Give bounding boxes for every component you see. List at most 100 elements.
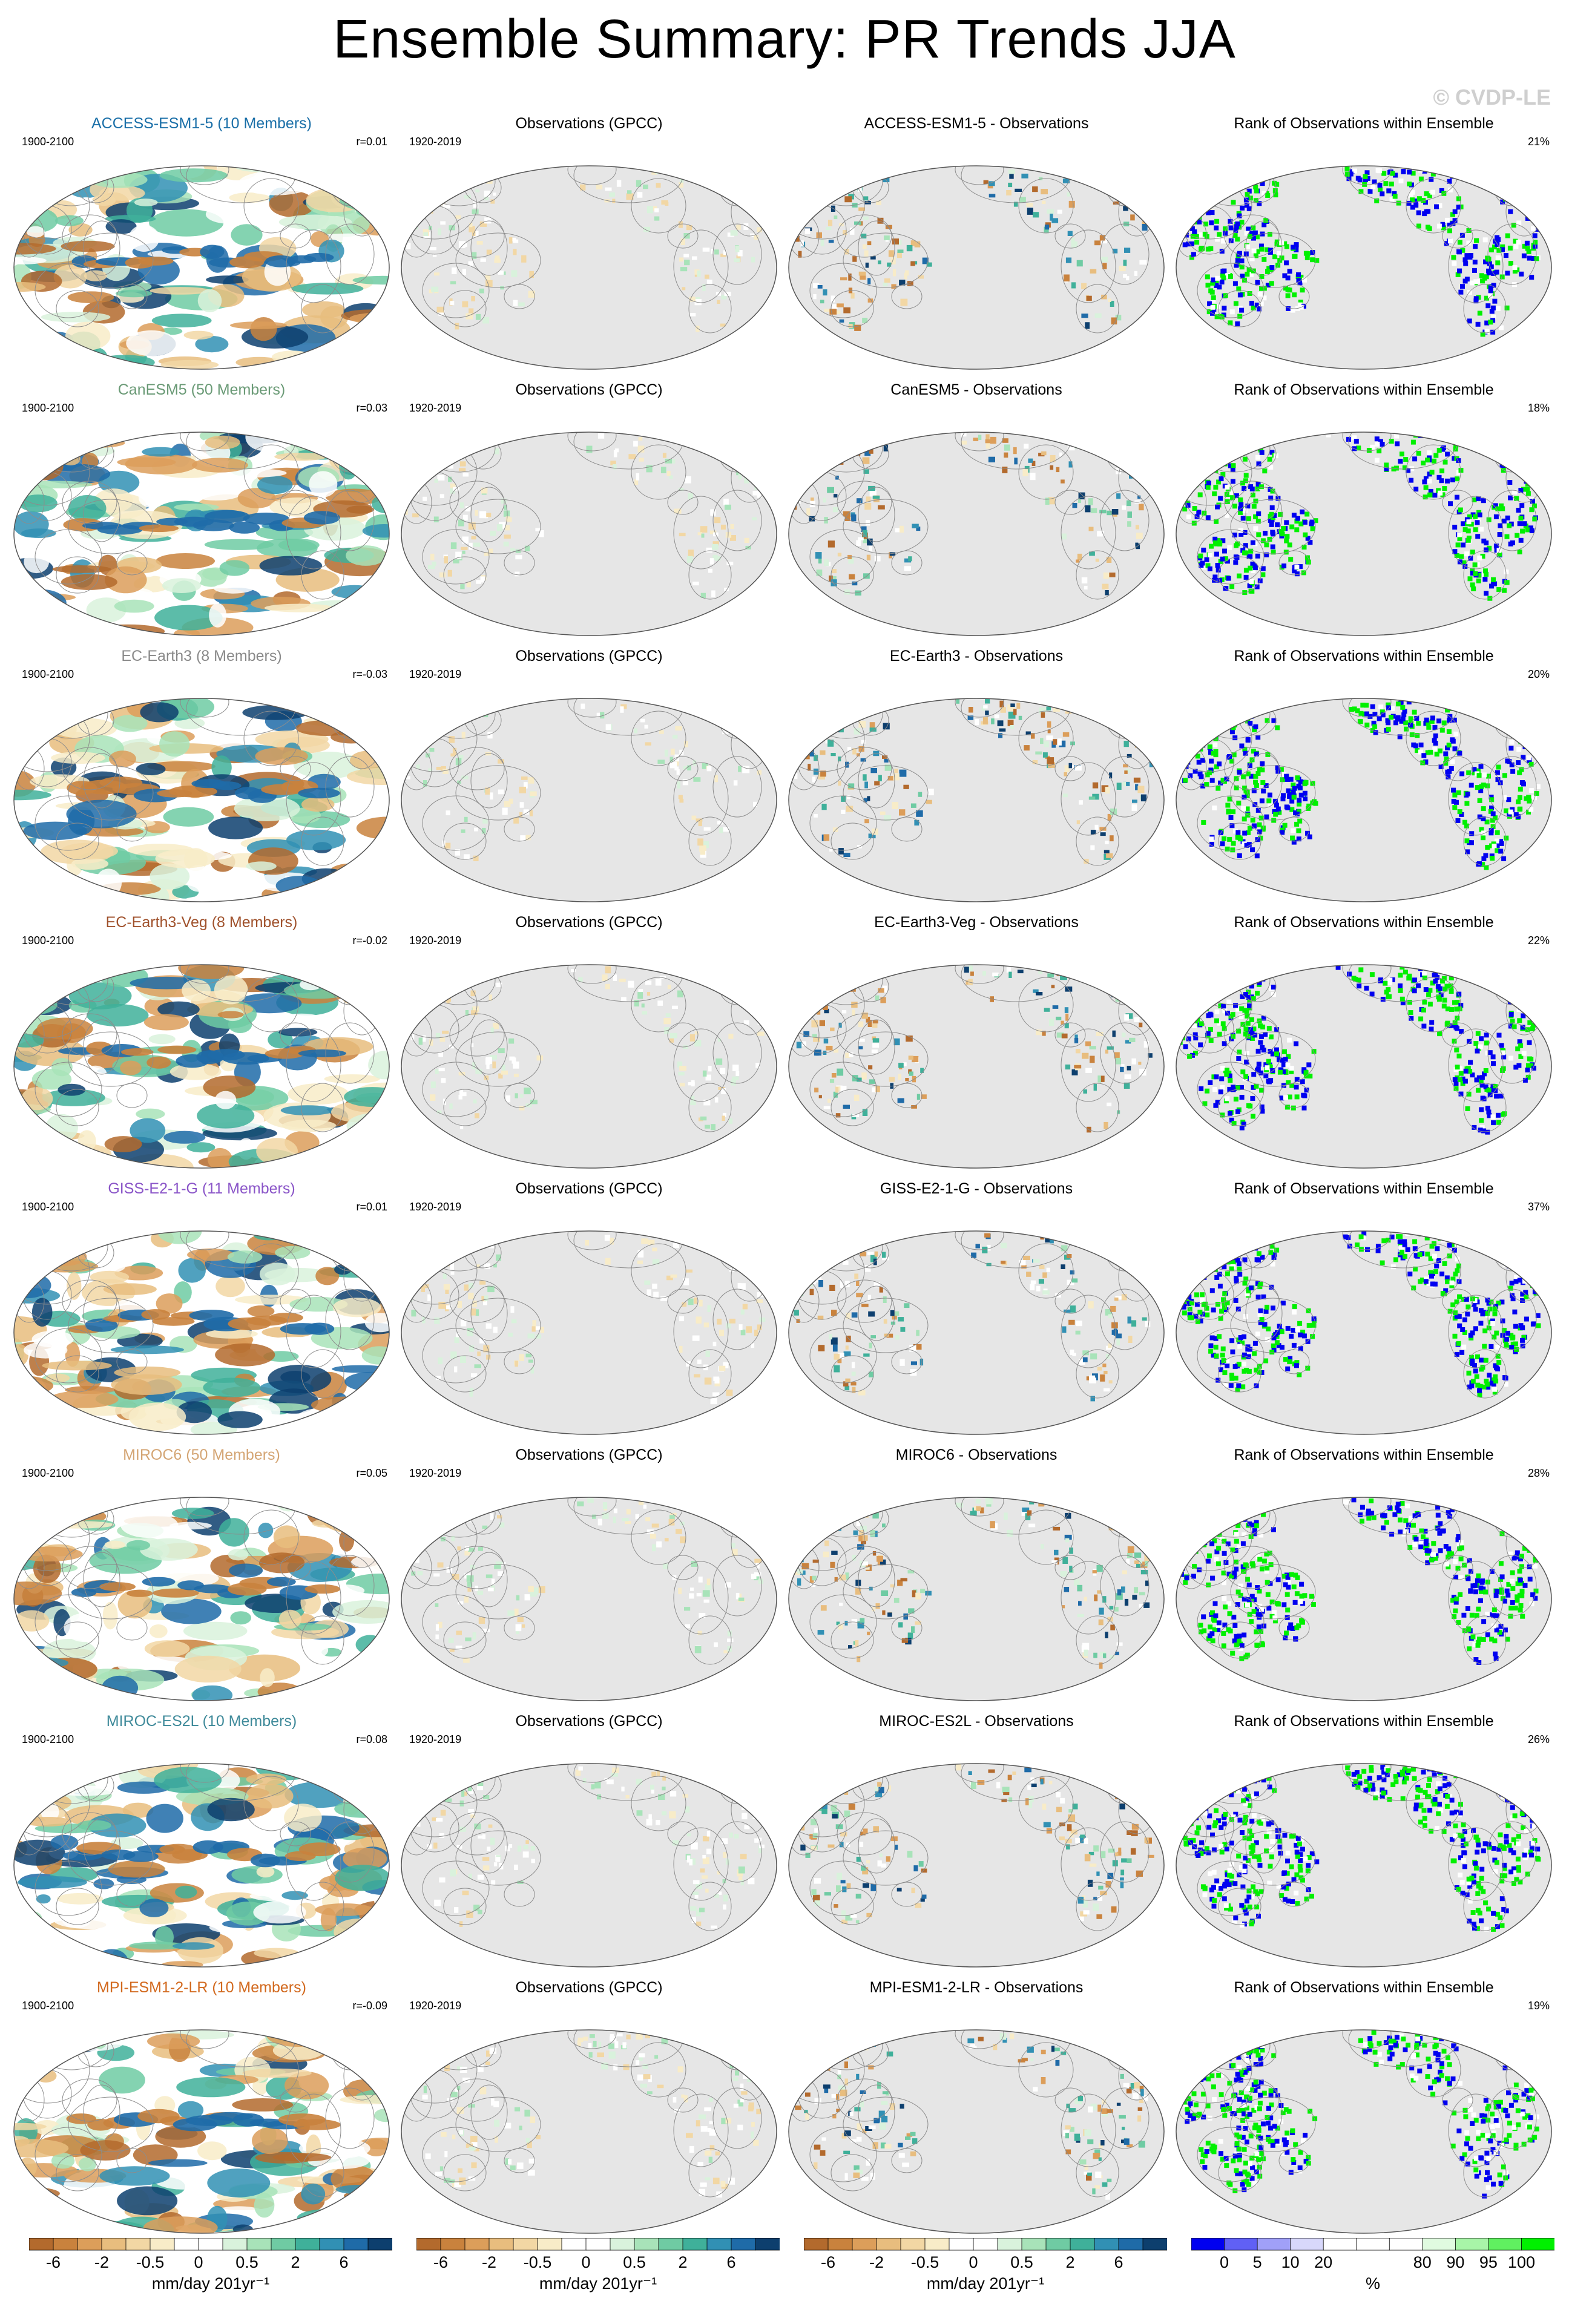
map-projection bbox=[788, 432, 1165, 636]
colorbar-swatch bbox=[997, 2238, 1022, 2251]
colorbar-swatch bbox=[1045, 2238, 1071, 2251]
colorbar-tick-label: -2 bbox=[481, 2253, 497, 2271]
colorbar-swatch bbox=[1224, 2238, 1258, 2251]
map-projection bbox=[401, 1230, 777, 1435]
rank-panel: Rank of Observations within Ensemble 26% bbox=[1173, 1713, 1554, 1979]
colorbar-swatch bbox=[1070, 2238, 1095, 2251]
colorbar-swatch bbox=[827, 2238, 853, 2251]
rank-panel: Rank of Observations within Ensemble 18% bbox=[1173, 381, 1554, 648]
model-years: 1900-2100 bbox=[22, 402, 74, 414]
difference-panel: EC-Earth3 - Observations bbox=[786, 648, 1167, 914]
map-projection bbox=[788, 165, 1165, 370]
rank-percent: 18% bbox=[1527, 402, 1550, 414]
colorbar-tick-label: 0.5 bbox=[235, 2253, 258, 2271]
colorbar-swatch bbox=[246, 2238, 272, 2251]
colorbar-swatch bbox=[1094, 2238, 1119, 2251]
colorbar-swatch bbox=[343, 2238, 369, 2251]
pattern-correlation: r=0.01 bbox=[356, 1201, 387, 1213]
colorbar-swatch bbox=[1389, 2238, 1423, 2251]
colorbar-tick-label: 2 bbox=[1065, 2253, 1075, 2271]
obs-years: 1920-2019 bbox=[409, 402, 462, 414]
colorbar-tick-label: 6 bbox=[1114, 2253, 1123, 2271]
model-years: 1900-2100 bbox=[22, 1467, 74, 1479]
model-trend-panel: EC-Earth3-Veg (8 Members) 1900-2100 r=-0.0… bbox=[11, 914, 392, 1180]
map-projection bbox=[1176, 1763, 1552, 1968]
colorbar-swatch bbox=[1290, 2238, 1324, 2251]
obs-years: 1920-2019 bbox=[409, 1467, 462, 1479]
rank-percent: 22% bbox=[1527, 934, 1550, 947]
colorbar-swatches bbox=[1191, 2238, 1554, 2251]
model-trend-panel: MPI-ESM1-2-LR (10 Members) 1900-2100 r=-0.… bbox=[11, 1979, 392, 2245]
map-projection bbox=[13, 165, 390, 370]
colorbar-rank: 0 5 10 20 80 90 95 100% bbox=[1191, 2238, 1554, 2311]
colorbar-swatch bbox=[876, 2238, 901, 2251]
model-title: MIROC6 (50 Members) bbox=[123, 1446, 280, 1463]
model-trend-panel: CanESM5 (50 Members) 1900-2100 r=0.03 bbox=[11, 381, 392, 648]
map-projection bbox=[401, 1497, 777, 1701]
colorbar-swatch bbox=[1021, 2238, 1047, 2251]
colorbar-swatch bbox=[319, 2238, 344, 2251]
rank-panel: Rank of Observations within Ensemble 37% bbox=[1173, 1180, 1554, 1446]
obs-title: Observations (GPCC) bbox=[515, 1979, 663, 1996]
colorbar-swatch bbox=[804, 2238, 829, 2251]
colorbar-tick-label: -0.5 bbox=[910, 2253, 939, 2271]
colorbar-tick-label: 2 bbox=[678, 2253, 688, 2271]
obs-trend-panel: Observations (GPCC) 1920-2019 bbox=[398, 1446, 780, 1713]
obs-title: Observations (GPCC) bbox=[515, 1446, 663, 1463]
colorbar-swatch bbox=[1142, 2238, 1167, 2251]
colorbar-difference: -6 -2 -0.5 0 0.5 2 6 mm/day 201yr⁻¹ bbox=[804, 2238, 1167, 2311]
rank-percent: 26% bbox=[1527, 1733, 1550, 1745]
difference-title: MPI-ESM1-2-LR - Observations bbox=[869, 1979, 1084, 1996]
figure-title: Ensemble Summary: PR Trends JJA bbox=[333, 9, 1236, 70]
colorbar-swatch bbox=[682, 2238, 708, 2251]
colorbar-tick-label: 95 bbox=[1479, 2253, 1498, 2271]
map-projection bbox=[1176, 432, 1552, 636]
obs-years: 1920-2019 bbox=[409, 1201, 462, 1213]
colorbar-swatches bbox=[29, 2238, 392, 2251]
map-projection bbox=[788, 2029, 1165, 2234]
difference-panel: MIROC6 - Observations bbox=[786, 1446, 1167, 1713]
rank-title: Rank of Observations within Ensemble bbox=[1234, 914, 1494, 931]
colorbar-tick-label: 80 bbox=[1413, 2253, 1432, 2271]
colorbar-swatch bbox=[513, 2238, 538, 2251]
obs-years: 1920-2019 bbox=[409, 934, 462, 947]
colorbar-swatch bbox=[1191, 2238, 1225, 2251]
colorbar-unit: mm/day 201yr⁻¹ bbox=[926, 2274, 1045, 2293]
map-projection bbox=[1176, 165, 1552, 370]
colorbar-tick-label: 5 bbox=[1252, 2253, 1262, 2271]
colorbar-unit: mm/day 201yr⁻¹ bbox=[539, 2274, 657, 2293]
panel-row: CanESM5 (50 Members) 1900-2100 r=0.03 Obser… bbox=[0, 381, 1569, 648]
model-title: GISS-E2-1-G (11 Members) bbox=[108, 1180, 295, 1197]
colorbar-tick-label: 0 bbox=[581, 2253, 591, 2271]
rank-panel: Rank of Observations within Ensemble 21% bbox=[1173, 115, 1554, 381]
rank-title: Rank of Observations within Ensemble bbox=[1234, 648, 1494, 665]
obs-title: Observations (GPCC) bbox=[515, 1713, 663, 1730]
difference-panel: EC-Earth3-Veg - Observations bbox=[786, 914, 1167, 1180]
colorbar-tick-label: 0.5 bbox=[623, 2253, 646, 2271]
map-projection bbox=[788, 1763, 1165, 1968]
colorbar-tick-label: -2 bbox=[869, 2253, 884, 2271]
colorbar-tick-label: -2 bbox=[94, 2253, 110, 2271]
model-title: EC-Earth3-Veg (8 Members) bbox=[105, 914, 298, 931]
difference-panel: MIROC-ES2L - Observations bbox=[786, 1713, 1167, 1979]
colorbar-swatch bbox=[464, 2238, 490, 2251]
rank-panel: Rank of Observations within Ensemble 20% bbox=[1173, 648, 1554, 914]
map-projection bbox=[401, 2029, 777, 2234]
difference-title: MIROC6 - Observations bbox=[895, 1446, 1058, 1463]
colorbar-swatch bbox=[658, 2238, 683, 2251]
map-projection bbox=[401, 432, 777, 636]
model-title: MIROC-ES2L (10 Members) bbox=[106, 1713, 297, 1730]
colorbar-swatch bbox=[488, 2238, 514, 2251]
colorbar-swatch bbox=[77, 2238, 102, 2251]
rank-percent: 19% bbox=[1527, 2000, 1550, 2012]
pattern-correlation: r=0.03 bbox=[356, 402, 387, 414]
colorbar-swatch bbox=[1488, 2238, 1522, 2251]
model-title: ACCESS-ESM1-5 (10 Members) bbox=[91, 115, 312, 132]
obs-trend-panel: Observations (GPCC) 1920-2019 bbox=[398, 115, 780, 381]
model-years: 1900-2100 bbox=[22, 934, 74, 947]
colorbar-tick-label: 0 bbox=[1220, 2253, 1229, 2271]
colorbar-swatch bbox=[198, 2238, 223, 2251]
colorbar-swatch bbox=[1455, 2238, 1489, 2251]
map-projection bbox=[788, 698, 1165, 902]
pattern-correlation: r=-0.02 bbox=[352, 934, 387, 947]
